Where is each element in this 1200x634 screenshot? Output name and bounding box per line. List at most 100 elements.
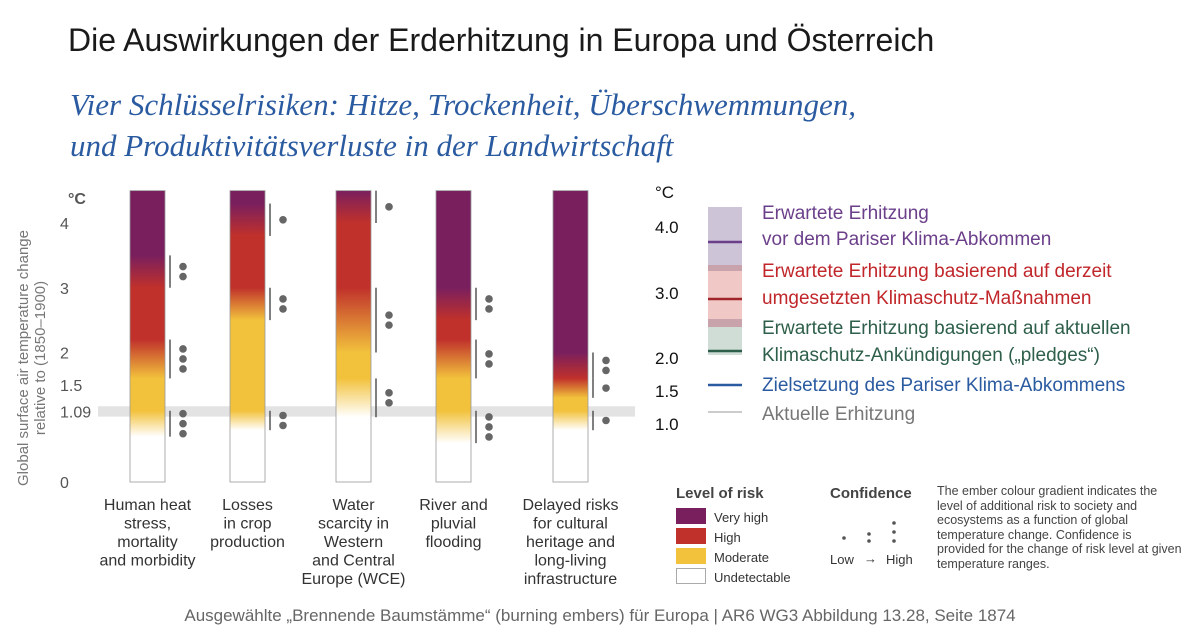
confidence-dot-3-2-2 <box>385 321 393 329</box>
confidence-high-label: High <box>886 552 913 567</box>
risk-legend-title: Level of risk <box>676 485 764 502</box>
confidence-dot-high-3 <box>892 539 896 543</box>
category-label-5-line-2: for cultural <box>533 516 608 533</box>
category-label-2-line-1: Losses <box>222 497 273 514</box>
confidence-dot-1-2-1 <box>179 345 187 353</box>
confidence-dot-2-3-1 <box>279 215 287 224</box>
y-axis-unit: °C <box>68 191 86 208</box>
swatch-undetectable <box>676 568 706 584</box>
scenario-pledges-line2: Klimaschutz-Ankündigungen („pledges“) <box>762 345 1100 366</box>
scenario-current-policies-line2: umgesetzten Klimaschutz-Maßnahmen <box>762 288 1092 309</box>
confidence-dot-4-1-1 <box>485 413 493 421</box>
y-tick-3: 3 <box>60 281 69 298</box>
confidence-dot-high-1 <box>892 521 896 525</box>
confidence-dot-3-1-2 <box>385 399 393 407</box>
slide-footer-source: Ausgewählte „Brennende Baumstämme“ (burn… <box>184 606 1016 625</box>
category-label-5-line-1: Delayed risks <box>522 497 618 514</box>
y-tick-2: 2 <box>60 346 69 363</box>
y-axis-label-line2: relative to (1850–1900) <box>32 281 49 435</box>
confidence-dot-2-1-2 <box>279 421 287 430</box>
y-tick-4: 4 <box>60 216 69 233</box>
confidence-low-label: Low <box>830 552 854 567</box>
scenario-value-1-5: 1.5 <box>655 382 679 401</box>
ember-bar-4 <box>435 190 472 483</box>
confidence-dot-1-3-2 <box>179 272 187 281</box>
confidence-dot-med-1 <box>867 532 871 536</box>
confidence-dot-4-1-2 <box>485 423 493 431</box>
category-label-3-line-4: and Central <box>312 553 395 570</box>
slide-subtitle-line2: und Produktivitätsverluste in der Landwi… <box>70 128 674 163</box>
confidence-dot-1-2-2 <box>179 355 187 363</box>
category-label-4-line-2: pluvial <box>431 516 476 533</box>
category-label-3-line-5: Europe (WCE) <box>301 571 405 588</box>
confidence-dot-med-2 <box>867 539 871 543</box>
confidence-dot-2-1-1 <box>279 411 287 420</box>
category-label-1-line-1: Human heat <box>104 497 192 514</box>
ember-bar-2 <box>229 190 266 483</box>
ember-bar-1 <box>129 190 166 483</box>
confidence-dot-high-2 <box>892 530 896 534</box>
confidence-dot-4-1-3 <box>485 433 493 441</box>
scenario-value-4: 4.0 <box>655 218 679 237</box>
confidence-dot-2-2-1 <box>279 295 287 303</box>
swatch-very-high <box>676 508 706 524</box>
scenario-pledges-line1: Erwartete Erhitzung basierend auf aktuel… <box>762 318 1131 339</box>
confidence-dot-3-2-1 <box>385 311 393 319</box>
confidence-dots <box>842 521 896 543</box>
risk-label-undetectable: Undetectable <box>714 570 791 585</box>
scenario-range-bar <box>708 207 742 413</box>
confidence-dot-low <box>842 536 846 540</box>
risk-label-very-high: Very high <box>714 510 769 525</box>
category-label-3-line-3: Western <box>324 534 383 551</box>
burning-embers-chart: Global surface air temperature changerel… <box>15 190 635 588</box>
range-overlap-1 <box>708 265 742 271</box>
slide-title: Die Auswirkungen der Erderhitzung in Eur… <box>68 22 935 58</box>
category-label-2-line-2: in crop <box>223 516 271 533</box>
y-tick-1-09: 1.09 <box>60 404 91 421</box>
category-label-1-line-2: stress, <box>124 516 171 533</box>
category-label-4-line-1: River and <box>419 497 487 514</box>
confidence-dot-5-3-1 <box>602 356 610 365</box>
slide-subtitle-line1: Vier Schlüsselrisiken: Hitze, Trockenhei… <box>70 87 857 122</box>
confidence-dot-1-1-1 <box>179 409 187 418</box>
scenario-current-warming: Aktuelle Erhitzung <box>762 404 916 425</box>
category-label-2-line-3: production <box>210 534 285 551</box>
scenario-paris-target: Zielsetzung des Pariser Klima-Abkommens <box>762 375 1126 396</box>
category-label-5-line-5: infrastructure <box>524 571 617 588</box>
ember-explanation-note: The ember colour gradient indicates the … <box>937 484 1182 571</box>
category-label-5-line-4: long-living <box>534 553 606 570</box>
confidence-dot-5-3-2 <box>602 366 610 375</box>
scenario-value-3: 3.0 <box>655 284 679 303</box>
confidence-dot-4-2-2 <box>485 360 493 368</box>
range-current-policies <box>708 271 742 319</box>
risk-label-high: High <box>714 530 741 545</box>
y-axis-label: Global surface air temperature changerel… <box>15 230 49 486</box>
risk-label-moderate: Moderate <box>714 550 769 565</box>
confidence-dot-2-2-2 <box>279 305 287 313</box>
scenario-pre-paris-line2: vor dem Pariser Klima-Abkommen <box>762 229 1052 250</box>
ember-bar-5 <box>552 190 589 483</box>
range-overlap-2 <box>708 319 742 327</box>
confidence-dot-3-1-1 <box>385 389 393 397</box>
category-label-1-line-4: and morbidity <box>99 553 195 570</box>
scenario-value-1: 1.0 <box>655 415 679 434</box>
confidence-dot-4-3-2 <box>485 305 493 313</box>
confidence-dot-1-3-1 <box>179 262 187 271</box>
category-label-3-line-2: scarcity in <box>318 516 389 533</box>
confidence-dot-1-2-3 <box>179 365 187 373</box>
y-axis-label-line1: Global surface air temperature change <box>15 230 32 486</box>
confidence-dot-5-2-1 <box>602 384 610 392</box>
scenario-value-2: 2.0 <box>655 349 679 368</box>
scenario-current-policies-line1: Erwartete Erhitzung basierend auf derzei… <box>762 261 1112 282</box>
confidence-dot-4-2-1 <box>485 350 493 358</box>
confidence-dot-4-3-1 <box>485 295 493 303</box>
scenario-unit: °C <box>655 183 675 202</box>
swatch-moderate <box>676 548 706 564</box>
category-label-3-line-1: Water <box>332 497 375 514</box>
confidence-legend-title: Confidence <box>830 485 912 502</box>
confidence-dot-5-1-1 <box>602 416 610 425</box>
range-pre-paris <box>708 207 742 267</box>
confidence-dot-3-3-1 <box>385 203 393 211</box>
confidence-arrow: → <box>864 551 877 566</box>
confidence-dot-1-1-3 <box>179 429 187 438</box>
